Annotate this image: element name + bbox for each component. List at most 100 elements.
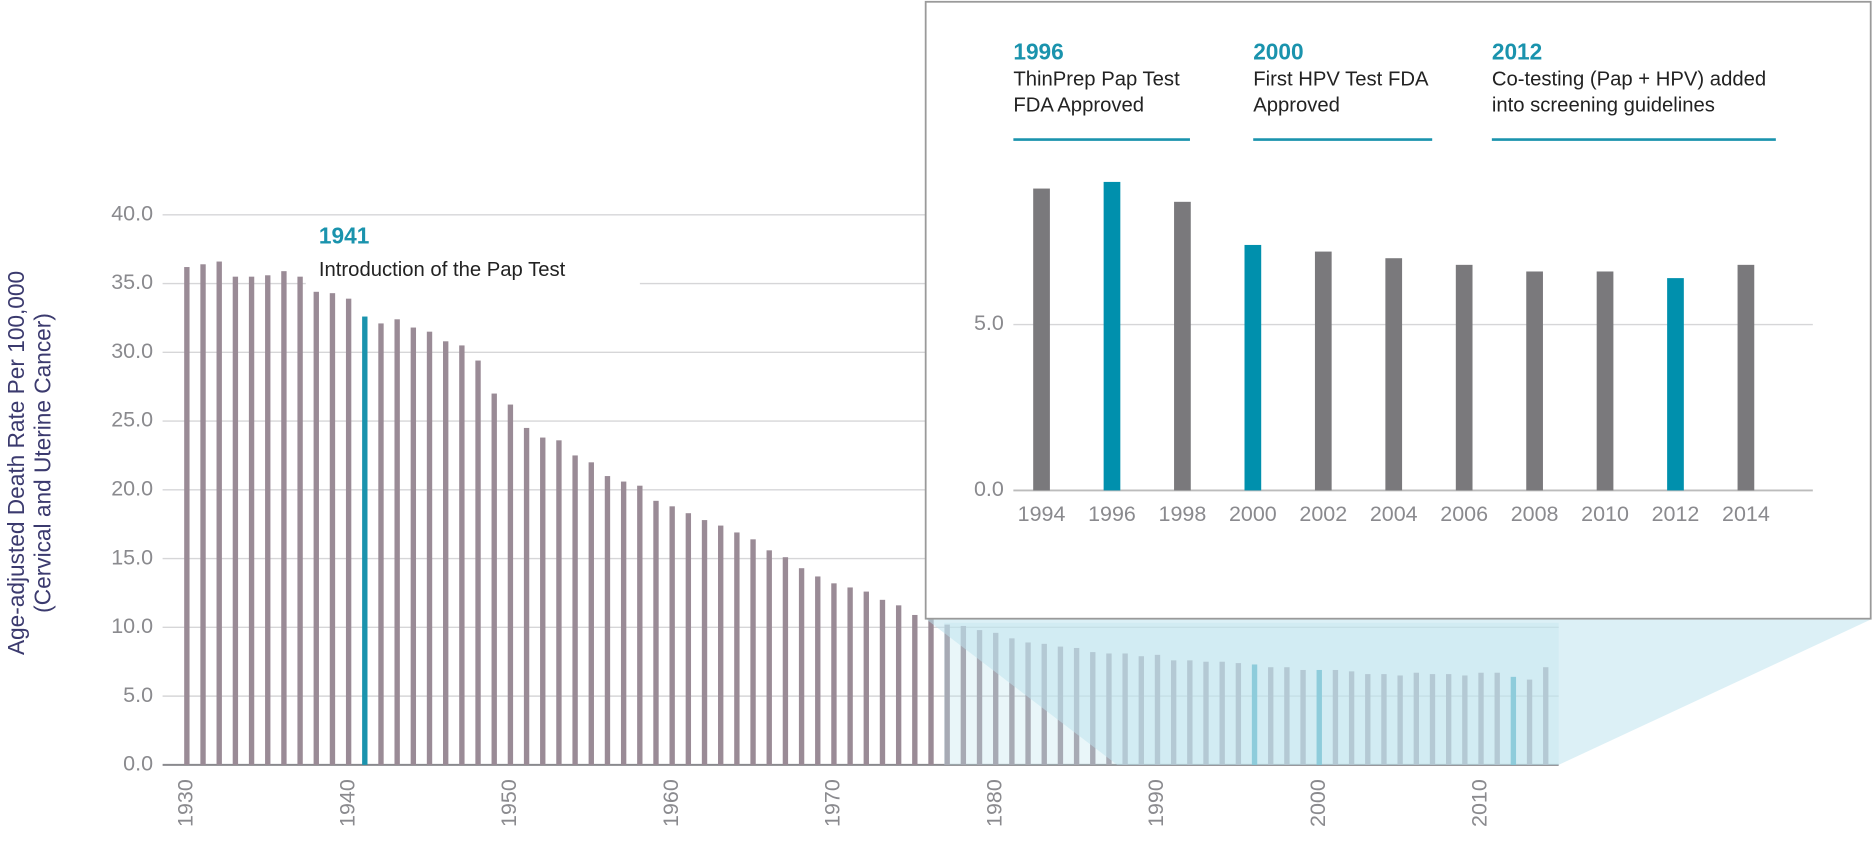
x-tick-label: 1998 <box>1159 502 1207 526</box>
annotation-text: Approved <box>1253 95 1340 117</box>
x-tick-label: 1994 <box>1018 502 1066 526</box>
annotation-text: Co-testing (Pap + HPV) added <box>1492 68 1766 90</box>
y-axis-title: Age-adjusted Death Rate Per 100,000 (Cer… <box>3 271 55 655</box>
y-tick-label: 25.0 <box>111 408 153 432</box>
bar <box>1385 258 1403 491</box>
bar <box>620 481 627 765</box>
bar <box>669 506 675 765</box>
bar <box>944 624 950 765</box>
x-tick-label: 2006 <box>1440 502 1488 526</box>
y-tick-label: 5.0 <box>974 311 1004 335</box>
bar <box>928 619 934 765</box>
bar <box>895 605 902 765</box>
x-tick-label: 1996 <box>1088 502 1136 526</box>
y-tick-label: 35.0 <box>111 270 153 294</box>
bar <box>1244 244 1262 491</box>
bar <box>281 271 287 765</box>
bar <box>184 267 190 765</box>
x-tick-label: 2008 <box>1511 502 1559 526</box>
bar <box>879 599 886 765</box>
bar <box>443 341 449 765</box>
bar <box>475 360 481 765</box>
bar <box>216 261 222 765</box>
bar <box>750 539 756 765</box>
x-tick-label: 1930 <box>174 779 198 827</box>
bar <box>232 276 239 765</box>
y-tick-label: 0.0 <box>123 752 153 776</box>
bar <box>523 427 530 765</box>
bar <box>863 591 869 765</box>
x-tick-label: 2002 <box>1299 502 1347 526</box>
annotation-year: 2000 <box>1253 39 1303 65</box>
bar <box>798 568 805 765</box>
annotation-text: into screening guidelines <box>1492 95 1715 117</box>
bar <box>847 587 853 765</box>
bar <box>588 462 594 765</box>
bar <box>329 293 336 765</box>
y-tick-label: 5.0 <box>123 683 153 707</box>
bar <box>1314 251 1332 491</box>
bar <box>653 500 659 765</box>
bar <box>200 264 206 765</box>
y-tick-label: 0.0 <box>974 477 1004 501</box>
bar <box>637 485 643 765</box>
bar <box>912 614 918 765</box>
bar <box>426 331 433 765</box>
bar <box>1526 271 1543 491</box>
y-tick-label: 10.0 <box>111 614 153 638</box>
annotation-text: Introduction of the Pap Test <box>319 259 566 281</box>
annotation-year: 1941 <box>319 222 369 248</box>
bar <box>1596 271 1614 491</box>
bar <box>313 291 319 765</box>
x-tick-label: 1940 <box>335 779 359 827</box>
x-tick-label: 1950 <box>497 779 521 827</box>
x-tick-label: 2000 <box>1306 779 1330 827</box>
bar <box>701 520 708 765</box>
y-tick-label: 15.0 <box>111 545 153 569</box>
zoom-shade <box>926 619 1872 765</box>
bar <box>831 583 837 765</box>
x-tick-label: 1980 <box>982 779 1006 827</box>
y-axis-title-line: Age-adjusted Death Rate Per 100,000 <box>3 271 29 655</box>
bar <box>507 404 514 765</box>
x-tick-label: 1990 <box>1144 779 1168 827</box>
bar <box>345 298 352 765</box>
bar <box>540 437 546 765</box>
bar <box>604 476 611 765</box>
annotation-year: 2012 <box>1492 39 1542 65</box>
y-axis-title-line: (Cervical and Uterine Cancer) <box>29 313 55 613</box>
bar <box>491 393 497 765</box>
zoom-region <box>944 622 1559 765</box>
bar <box>1025 642 1031 765</box>
x-tick-label: 2012 <box>1652 502 1700 526</box>
bar <box>815 576 821 765</box>
x-tick-label: 2000 <box>1229 502 1277 526</box>
annotation-text: ThinPrep Pap Test <box>1013 68 1180 90</box>
bar <box>410 327 417 765</box>
bar <box>572 455 578 765</box>
bar <box>1009 638 1015 765</box>
bar <box>556 440 562 765</box>
bar <box>459 345 465 765</box>
x-tick-label: 1960 <box>659 779 683 827</box>
bar <box>685 513 692 765</box>
annotation-text: FDA Approved <box>1013 95 1144 117</box>
bar <box>378 323 384 765</box>
bar <box>960 625 967 765</box>
y-tick-label: 40.0 <box>111 201 153 225</box>
bar <box>297 276 303 765</box>
annotation-year: 1996 <box>1013 39 1063 65</box>
bar <box>734 532 740 765</box>
bar <box>1455 264 1473 491</box>
bar <box>718 525 724 765</box>
annotation-box <box>305 218 640 287</box>
bar <box>782 557 789 765</box>
x-tick-label: 2004 <box>1370 502 1418 526</box>
y-tick-label: 20.0 <box>111 476 153 500</box>
x-tick-label: 2010 <box>1581 502 1629 526</box>
bar <box>976 630 983 765</box>
bar <box>248 276 255 765</box>
bar <box>1174 201 1191 491</box>
bar <box>1103 181 1121 491</box>
